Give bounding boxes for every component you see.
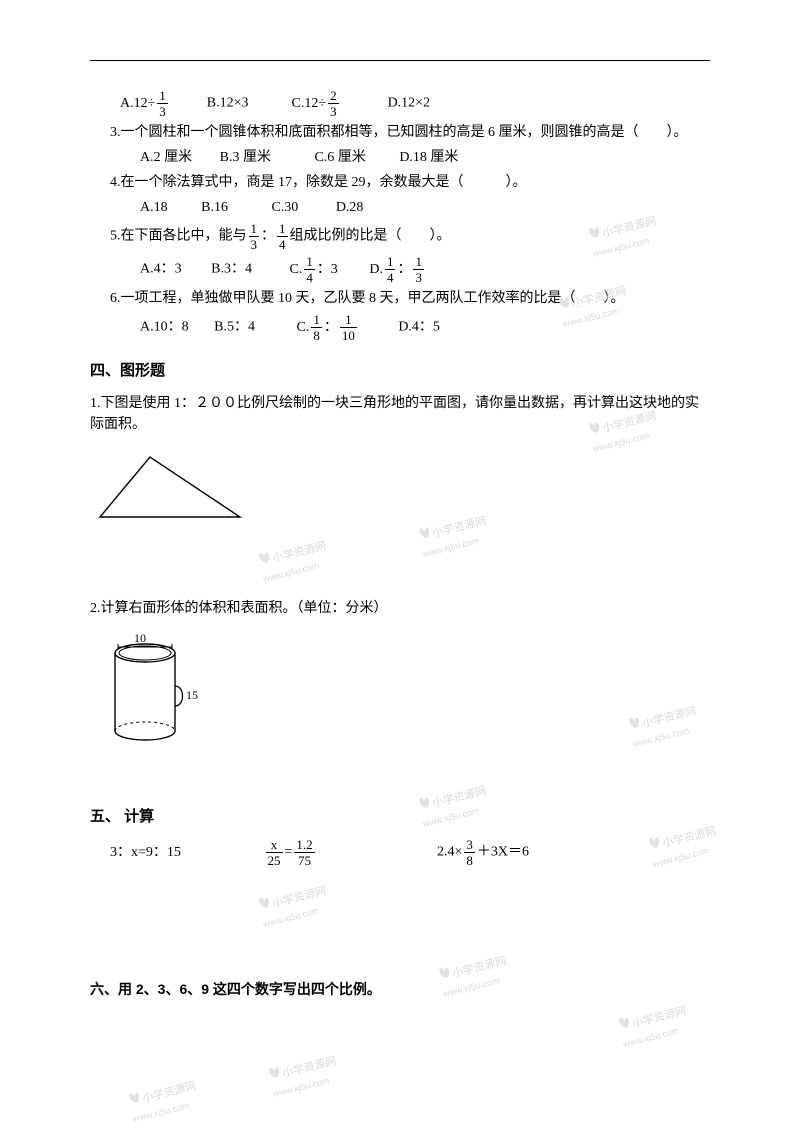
q5-opt-d: D.14：13 [369,262,426,277]
q5-text: 5.在下面各比中，能与13：14组成比例的比是（ ）。 [90,222,710,251]
q4-opt-a: A.18 [140,200,168,215]
q6-text: 6.一项工程，单独做甲队要 10 天，乙队要 8 天，甲乙两队工作效率的比是（ … [90,288,710,309]
q6-opt-d: D.4：5 [398,320,440,335]
section4-title: 四、图形题 [90,360,710,383]
q3-opt-b: B.3 厘米 [220,150,271,165]
q2-opt-a: A.12÷13 [120,96,170,111]
q2-opt-c: C.12÷23 [292,96,341,111]
watermark: 小学资源网www.xj5u.com [617,1002,692,1052]
section6-text: 六、用 2、3、6、9 这四个数字写出四个比例。 [90,979,710,1000]
triangle-figure [90,449,710,536]
section5-equations: 3：x=9：15 x25=1.275 2.4×38＋3X＝6 [90,838,710,867]
eq3: 2.4×38＋3X＝6 [437,838,529,867]
dim-top: 10 [134,631,146,645]
q3-text: 3.一个圆柱和一个圆锥体积和底面积都相等，已知圆柱的高是 6 厘米，则圆锥的高是… [90,122,710,143]
q5-opt-a: A.4：3 [140,262,182,277]
q2-opt-d: D.12×2 [388,96,431,111]
section4-q2: 2.计算右面形体的体积和表面积。（单位：分米） [90,598,710,619]
q6-opt-c: C.18：110 [296,320,358,335]
page-rule [90,60,710,61]
q4-text: 4.在一个除法算式中，商是 17，除数是 29，余数最大是（ ）。 [90,172,710,193]
eq2: x25=1.275 [264,838,434,867]
cylinder-figure: 10 15 [90,631,710,758]
q5-options: A.4：3 B.3：4 C.14：3 D.14：13 [90,255,710,284]
dim-side: 15 [186,688,198,702]
q3-opt-d: D.18 厘米 [399,150,458,165]
q5-opt-b: B.3：4 [211,262,252,277]
q5-opt-c: C.14：3 [289,262,337,277]
q6-opt-a: A.10：8 [140,320,189,335]
section5-title: 五、 计算 [90,806,710,829]
q3-opt-c: C.6 厘米 [314,150,365,165]
q4-opt-c: C.30 [271,200,298,215]
q3-opt-a: A.2 厘米 [140,150,192,165]
q6-opt-b: B.5：4 [214,320,255,335]
q6-options: A.10：8 B.5：4 C.18：110 D.4：5 [90,313,710,342]
section4-q1: 1.下图是使用 1：２００比例尺绘制的一块三角形地的平面图，请你量出数据，再计算… [90,393,710,435]
q2-options: A.12÷13 B.12×3 C.12÷23 D.12×2 [90,89,710,118]
watermark: 小学资源网www.xj5u.com [267,1052,342,1102]
eq1: 3：x=9：15 [110,842,260,863]
q4-options: A.18 B.16 C.30 D.28 [90,197,710,218]
q4-opt-d: D.28 [336,200,364,215]
watermark: 小学资源网www.xj5u.com [127,1077,202,1127]
q2-opt-b: B.12×3 [207,96,249,111]
q4-opt-b: B.16 [201,200,228,215]
q3-options: A.2 厘米 B.3 厘米 C.6 厘米 D.18 厘米 [90,147,710,168]
